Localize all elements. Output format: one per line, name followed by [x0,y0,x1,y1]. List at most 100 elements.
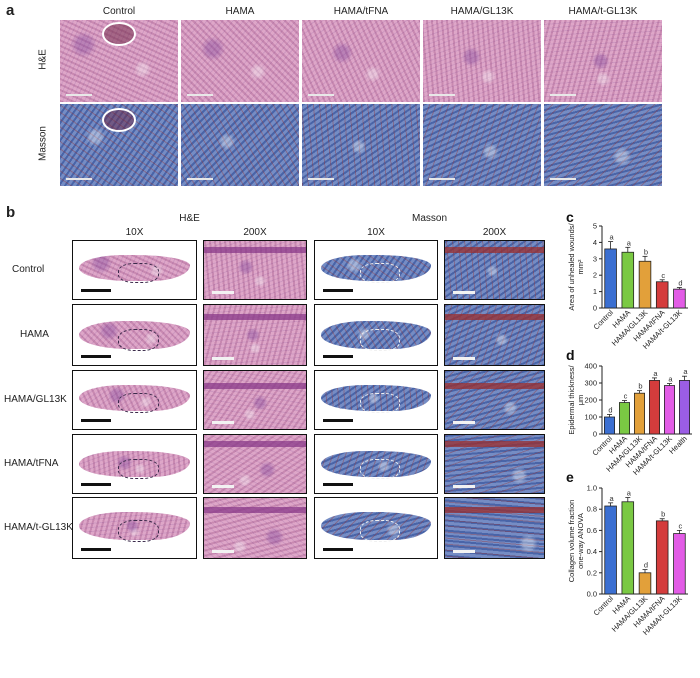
significance-letter: c [661,271,665,280]
scale-bar [550,178,576,180]
significance-letter: a [610,233,615,242]
panel-b-row-label-hama: HAMA [20,329,49,340]
panel-b-letter: b [6,204,16,221]
significance-letter: a [627,238,632,247]
tissue-section [79,321,190,351]
panel-a-image-masson-hama-t-gl13k [544,104,662,186]
panel-b-image-he-10x-hama [72,304,197,366]
tissue-section [79,451,190,479]
bar-hama-t-gl13k [664,385,676,435]
panel-a-image-he-hama-gl13k [423,20,541,102]
epidermis-layer [445,441,544,447]
panel-b-magnification-he-10x: 10X [125,227,144,238]
magnified-tissue [204,498,306,558]
panel-b-image-masson-10x-hama-gl13k [314,370,438,430]
panel-b-row-label-hama-tfna: HAMA/tFNA [4,458,59,469]
y-tick-label: 0.0 [587,590,597,599]
bar-hama [621,501,635,595]
bar-hama-gl13k [638,260,652,309]
scale-bar [81,355,111,358]
panel-b-image-masson-10x-hama [314,304,438,366]
bar-hama-tfna [655,281,669,309]
panel-b-image-he-200x-hama-t-gl13k [203,497,307,559]
panel-a-column-title-hama-t-gl13k: HAMA/t-GL13K [568,6,638,17]
magnified-tissue [445,371,544,429]
magnified-tissue [445,241,544,299]
epidermis-layer [204,507,306,513]
epidermis-layer [445,247,544,253]
significance-letter: c [624,392,628,401]
panel-b-group-he: H&E [179,213,200,224]
scale-bar [66,178,92,180]
panel-a-image-he-hama [181,20,299,102]
panel-b-image-masson-200x-control [444,240,545,300]
significance-letter: d [644,561,648,570]
scale-bar [453,421,475,424]
scale-bar [81,419,111,422]
bar-hama-gl13k [638,572,652,595]
panel-a-image-masson-hama [181,104,299,186]
magnified-tissue [445,498,544,558]
panel-b-image-masson-200x-hama-tfna [444,434,545,494]
tissue-section [321,451,431,479]
y-tick-label: 0.6 [587,526,597,535]
bar-control [604,416,616,435]
tissue-section [79,385,190,413]
scale-bar [81,483,111,486]
bar-hama-t-gl13k [673,533,686,595]
epidermis-layer [204,441,306,447]
y-tick-label: 0.8 [587,505,597,514]
significance-letter: a [683,367,688,376]
y-tick-label: 1 [593,287,597,296]
panel-b-group-masson: Masson [411,213,447,224]
wound-ring-marker [102,22,136,46]
tissue-section [321,385,431,413]
panel-b-image-he-10x-control [72,240,197,300]
significance-letter: a [627,489,632,498]
wound-outline [117,520,159,542]
scale-bar [212,550,234,553]
wound-outline [117,329,159,351]
y-tick-label: 0 [593,430,597,439]
scale-bar [323,289,353,292]
panel-b-row-label-control: Control [12,264,45,275]
wound-outline [359,520,400,542]
y-tick-label: 5 [593,222,597,231]
panel-b-image-he-200x-control [203,240,307,300]
y-tick-label: 0.2 [587,568,597,577]
scale-bar [81,289,111,292]
panel-b-magnification-masson-200x: 200X [482,227,507,238]
wound-outline [117,263,159,283]
tissue-section [79,255,190,283]
scale-bar [308,178,334,180]
wound-outline [359,263,400,283]
scale-bar [66,94,92,96]
wound-outline [359,329,400,351]
scale-bar [453,357,475,360]
y-axis-label: mm² [576,259,585,274]
panel-a-letter: a [6,2,15,19]
scale-bar [453,550,475,553]
panel-a-image-masson-hama-gl13k [423,104,541,186]
y-axis-label: Epidermal thickness/ [567,364,576,434]
y-tick-label: 0.4 [587,547,597,556]
bar-hama-tfna [649,380,661,435]
magnified-tissue [445,435,544,493]
bar-hama-gl13k [634,392,646,435]
panel-a-image-masson-hama-tfna [302,104,420,186]
significance-letter: b [638,382,642,391]
bar-hama [619,402,631,435]
scale-bar [550,94,576,96]
panel-b-image-he-10x-hama-tfna [72,434,197,494]
epidermis-layer [445,383,544,389]
bar-hama [621,251,635,309]
wound-outline [359,459,400,479]
bar-hama-tfna [655,520,669,595]
significance-letter: a [653,369,658,378]
panel-b-image-masson-200x-hama-t-gl13k [444,497,545,559]
panel-a-row-label-he: H&E [37,49,49,70]
panel-b-image-masson-200x-hama-gl13k [444,370,545,430]
panel-a-image-he-hama-tfna [302,20,420,102]
